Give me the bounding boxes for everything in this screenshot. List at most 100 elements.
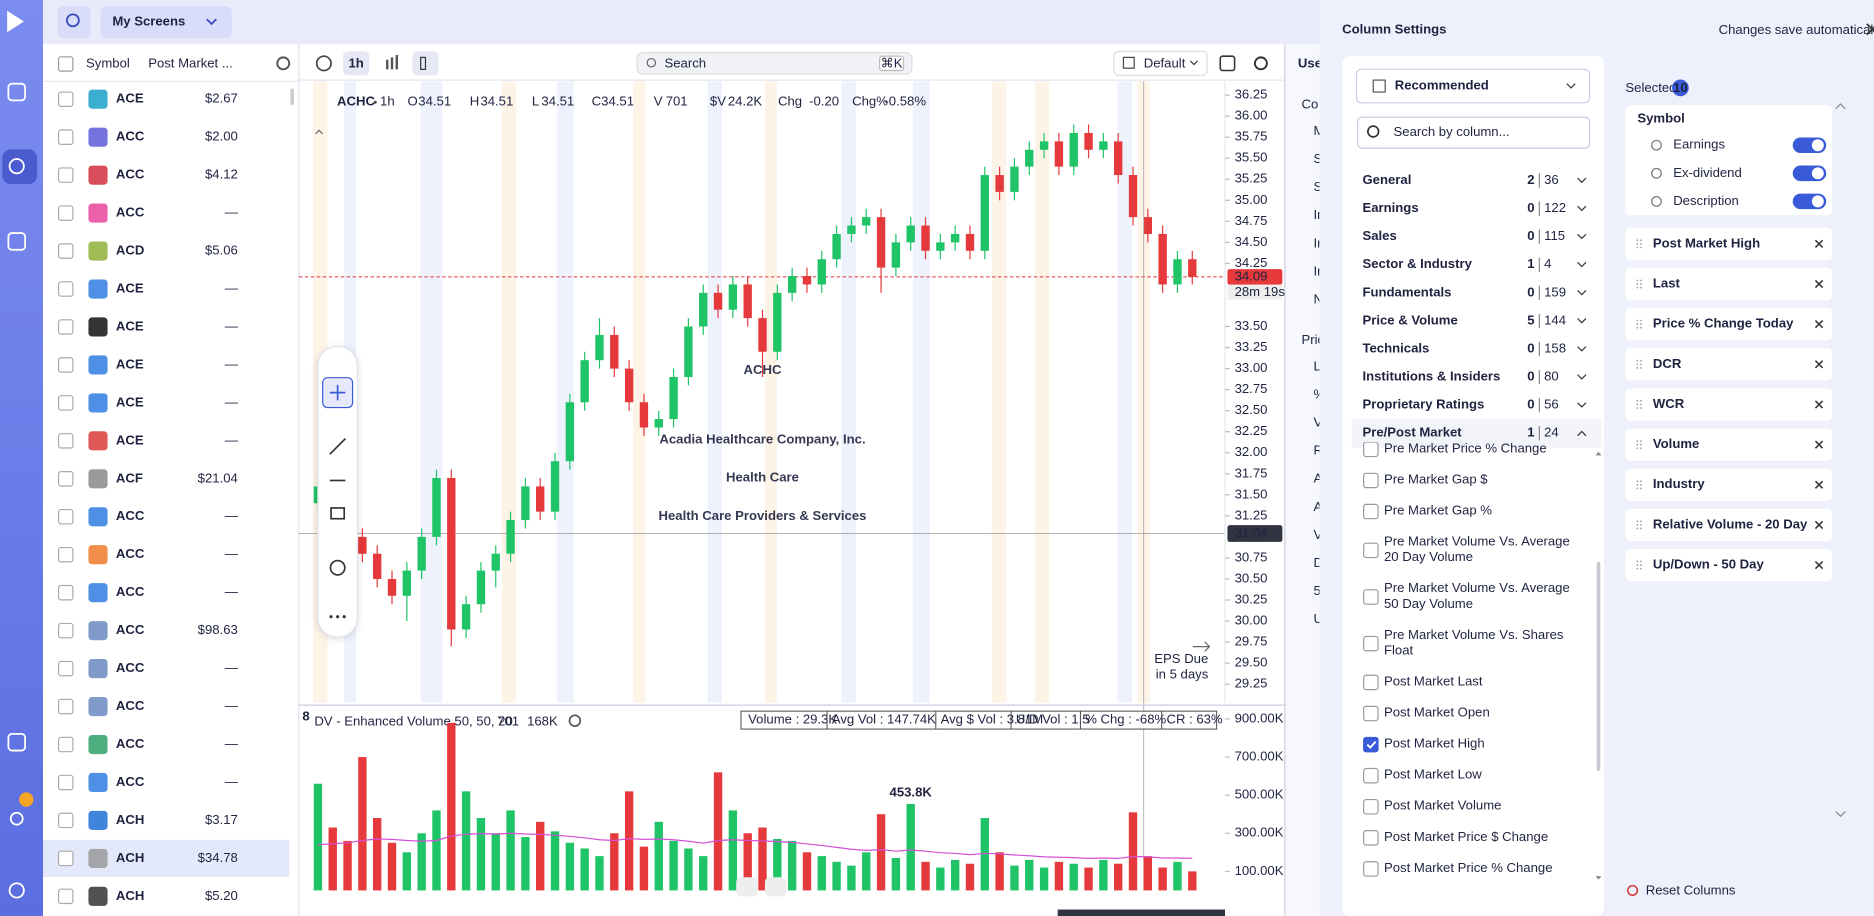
remove-button[interactable] (1814, 520, 1824, 530)
column-group[interactable]: Price & Volume 5 144 (1362, 312, 1587, 329)
column-group[interactable]: General 2 36 (1362, 172, 1587, 188)
selected-column[interactable]: Up/Down - 50 Day (1625, 548, 1833, 582)
watchlist-row[interactable]: ACE — (57, 355, 239, 375)
remove-button[interactable] (1814, 279, 1824, 289)
checkbox[interactable] (1363, 767, 1379, 784)
column-option[interactable]: Pre Market Volume Vs. Shares Float (1363, 627, 1564, 658)
checkbox[interactable] (57, 546, 74, 563)
watchlist-row[interactable]: ACE — (57, 279, 239, 299)
checkbox[interactable] (1363, 442, 1379, 458)
selected-column[interactable]: Relative Volume - 20 Day (1625, 508, 1833, 542)
watchlist-row[interactable]: ACH $34.78 (43, 839, 290, 877)
column-option[interactable]: Pre Market Volume Vs. Average 20 Day Volu… (1363, 534, 1570, 565)
checkbox[interactable] (57, 888, 74, 905)
watchlist-row[interactable]: ACC — (57, 203, 239, 223)
watchlist-row[interactable]: ACF $21.04 (57, 469, 238, 489)
checkbox[interactable] (57, 357, 74, 373)
checkbox[interactable] (57, 471, 74, 487)
checkbox[interactable] (57, 698, 74, 715)
column-group[interactable]: Technicals 0 158 (1362, 340, 1587, 357)
checkbox[interactable] (57, 205, 74, 221)
watchlist-row[interactable]: ACC — (57, 545, 239, 565)
column-option[interactable]: Pre Market Price % Change (1363, 441, 1547, 458)
watchlist-row[interactable]: ACE $2.67 (57, 89, 238, 109)
selected-column[interactable]: WCR (1625, 388, 1833, 421)
remove-button[interactable] (1814, 320, 1824, 329)
checkbox[interactable] (57, 774, 74, 791)
clock-icon[interactable] (315, 55, 332, 72)
search-box[interactable] (636, 52, 913, 75)
checkbox[interactable] (57, 395, 74, 411)
watchlist-row[interactable]: ACC — (57, 507, 239, 527)
layout-button[interactable] (1113, 50, 1208, 76)
checkbox[interactable] (57, 433, 74, 449)
selected-column[interactable]: Industry (1625, 468, 1833, 501)
checkbox[interactable] (57, 167, 74, 183)
nav-icon[interactable] (8, 882, 25, 899)
column-option[interactable]: Post Market High (1363, 736, 1485, 753)
search-button[interactable] (57, 5, 91, 39)
remove-button[interactable] (1814, 480, 1824, 489)
checkbox[interactable] (57, 91, 74, 107)
column-group[interactable]: Pre/Post Market 1 24 (1351, 418, 1602, 448)
checkbox[interactable] (1363, 635, 1379, 652)
checkbox[interactable] (1363, 798, 1379, 815)
calendar-icon[interactable] (1219, 55, 1236, 72)
watchlist-row[interactable]: ACC $98.63 (57, 621, 238, 641)
checkbox[interactable] (1363, 542, 1379, 559)
nav-active[interactable] (2, 149, 38, 185)
checkbox[interactable] (57, 584, 74, 601)
undo-button[interactable] (736, 877, 758, 897)
checkbox[interactable] (1363, 503, 1379, 520)
reset-button[interactable]: Reset Columns (1646, 882, 1736, 897)
watchlist-row[interactable]: ACC $2.00 (57, 127, 238, 147)
column-option[interactable]: Pre Market Gap $ (1363, 472, 1489, 489)
close-button[interactable] (1866, 23, 1874, 36)
selected-column[interactable]: Last (1625, 267, 1833, 301)
checkbox[interactable] (1363, 830, 1379, 846)
column-option[interactable]: Post Market Last (1363, 674, 1483, 691)
watchlist-row[interactable]: ACH $3.17 (57, 810, 238, 830)
checkbox[interactable] (1363, 861, 1379, 877)
column-option[interactable]: Post Market Open (1363, 705, 1490, 722)
column-option[interactable]: Post Market Price $ Change (1363, 829, 1548, 846)
checkbox[interactable] (57, 56, 74, 72)
checkbox[interactable] (1363, 674, 1379, 691)
settings-icon[interactable] (276, 56, 291, 71)
selected-column[interactable]: Price % Change Today (1625, 308, 1833, 341)
column-option[interactable]: Post Market Price % Change (1363, 860, 1553, 877)
column-option[interactable]: Post Market Low (1363, 767, 1483, 784)
remove-button[interactable] (1814, 560, 1824, 570)
column-group[interactable]: Institutions & Insiders 0 80 (1362, 369, 1587, 385)
nav-icon[interactable] (7, 732, 26, 752)
column-search[interactable] (1357, 116, 1591, 149)
column-group[interactable]: Proprietary Ratings 0 56 (1362, 397, 1587, 413)
watchlist-row[interactable]: ACE — (57, 431, 239, 451)
checkbox[interactable] (57, 243, 74, 259)
column-group[interactable]: Earnings 0 122 (1362, 200, 1587, 216)
checkbox[interactable] (1363, 472, 1379, 489)
watchlist-row[interactable]: ACD $5.06 (57, 241, 238, 261)
remove-button[interactable] (1814, 400, 1824, 409)
column-option[interactable]: Pre Market Volume Vs. Average 50 Day Volu… (1363, 581, 1570, 612)
watchlist-row[interactable]: ACC — (57, 583, 239, 603)
checkbox[interactable] (57, 660, 74, 677)
watchlist-row[interactable]: ACE — (57, 393, 239, 413)
watchlist-row[interactable]: ACC — (57, 696, 239, 717)
redo-button[interactable] (764, 877, 787, 897)
remove-button[interactable] (1814, 440, 1824, 449)
checkbox[interactable] (57, 508, 74, 525)
column-group[interactable]: Sales 0 115 (1362, 228, 1587, 244)
settings-icon[interactable] (568, 714, 582, 727)
watchlist-row[interactable]: ACC — (57, 659, 239, 679)
watchlist-row[interactable]: ACC — (57, 772, 239, 793)
watchlist-row[interactable]: ACC — (57, 734, 239, 755)
column-option[interactable]: Pre Market Gap % (1363, 503, 1493, 520)
checkbox[interactable] (57, 812, 74, 829)
checkbox[interactable] (57, 281, 74, 297)
checkbox[interactable] (57, 736, 74, 753)
nav-icon[interactable] (7, 232, 26, 251)
watchlist-row[interactable]: ACE — (57, 317, 239, 337)
checkbox[interactable] (1363, 736, 1379, 753)
checkbox[interactable] (57, 319, 74, 335)
